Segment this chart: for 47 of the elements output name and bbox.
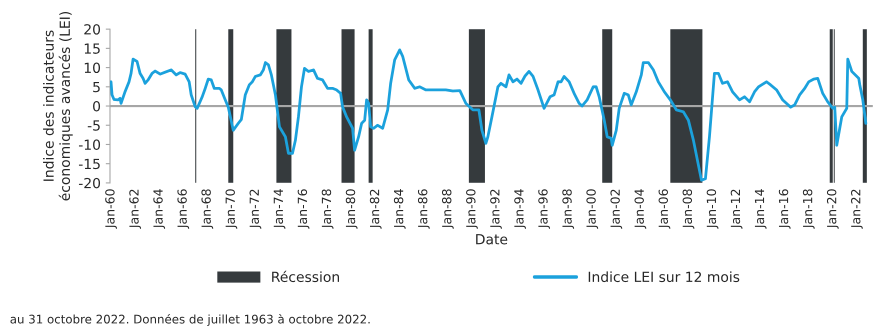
x-tick-label: Jan-20 — [826, 189, 839, 229]
x-tick-label: Jan-94 — [514, 189, 526, 229]
y-tick-label: -20 — [78, 178, 100, 188]
x-tick-label: Jan-90 — [466, 189, 478, 229]
legend-label: Indice LEI sur 12 mois — [588, 271, 740, 282]
x-tick-label: Jan-70 — [225, 189, 238, 229]
x-tick-label: Jan-96 — [538, 189, 550, 229]
x-tick-label: Jan-12 — [730, 190, 742, 229]
line-series — [110, 48, 868, 182]
x-tick-label: Jan-18 — [802, 189, 815, 229]
x-tick-label: Jan-04 — [634, 189, 646, 229]
x-tick-label: Jan-88 — [442, 189, 454, 229]
x-tick-label: Jan-72 — [250, 190, 262, 229]
x-tick-label: Jan-98 — [562, 189, 574, 229]
x-tick-label: Jan-16 — [778, 189, 791, 229]
x-tick-label: Jan-82 — [370, 190, 382, 229]
x-tick-label: Jan-74 — [274, 189, 286, 229]
x-tick-label: Jan-62 — [129, 190, 142, 229]
x-tick-label: Jan-14 — [754, 189, 767, 229]
x-tick-label: Jan-00 — [586, 189, 598, 229]
x-axis-title: Date — [476, 234, 508, 244]
y-tick-label: 15 — [84, 44, 100, 54]
x-tick-label: Jan-68 — [201, 189, 214, 229]
x-tick-label: Jan-66 — [177, 189, 190, 229]
legend-label: Récession — [272, 270, 339, 282]
x-tick-label: Jan-64 — [153, 189, 166, 229]
x-tick-label: Jan-76 — [298, 189, 310, 229]
y-tick-label: 5 — [93, 82, 100, 92]
y-tick-label: 20 — [84, 24, 100, 35]
x-tick-label: Jan-84 — [394, 189, 406, 229]
y-tick-label: -15 — [78, 158, 100, 170]
x-tick-label: Jan-22 — [851, 190, 863, 229]
x-tick-label: Jan-10 — [706, 189, 718, 229]
y-tick-label: 0 — [93, 100, 100, 112]
y-tick-label: -10 — [78, 139, 100, 150]
y-tick-label: 10 — [84, 62, 100, 74]
x-tick-label: Jan-06 — [658, 189, 670, 229]
x-tick-label: Jan-80 — [346, 189, 358, 229]
y-axis-title: Indice des indicateurs économiques avancés (LEI) — [43, 12, 73, 201]
x-tick-label: Jan-92 — [490, 190, 502, 229]
x-tick-label: Jan-78 — [322, 189, 334, 229]
x-tick-label: Jan-60 — [105, 189, 117, 229]
x-tick-label: Jan-86 — [418, 189, 430, 229]
x-tick-label: Jan-08 — [682, 189, 694, 229]
x-tick-label: Jan-02 — [610, 190, 622, 229]
y-tick-label: -5 — [88, 120, 100, 131]
text: au 31 octobre 2022. Données de juillet 1963 à octobre 2022. — [10, 314, 370, 326]
